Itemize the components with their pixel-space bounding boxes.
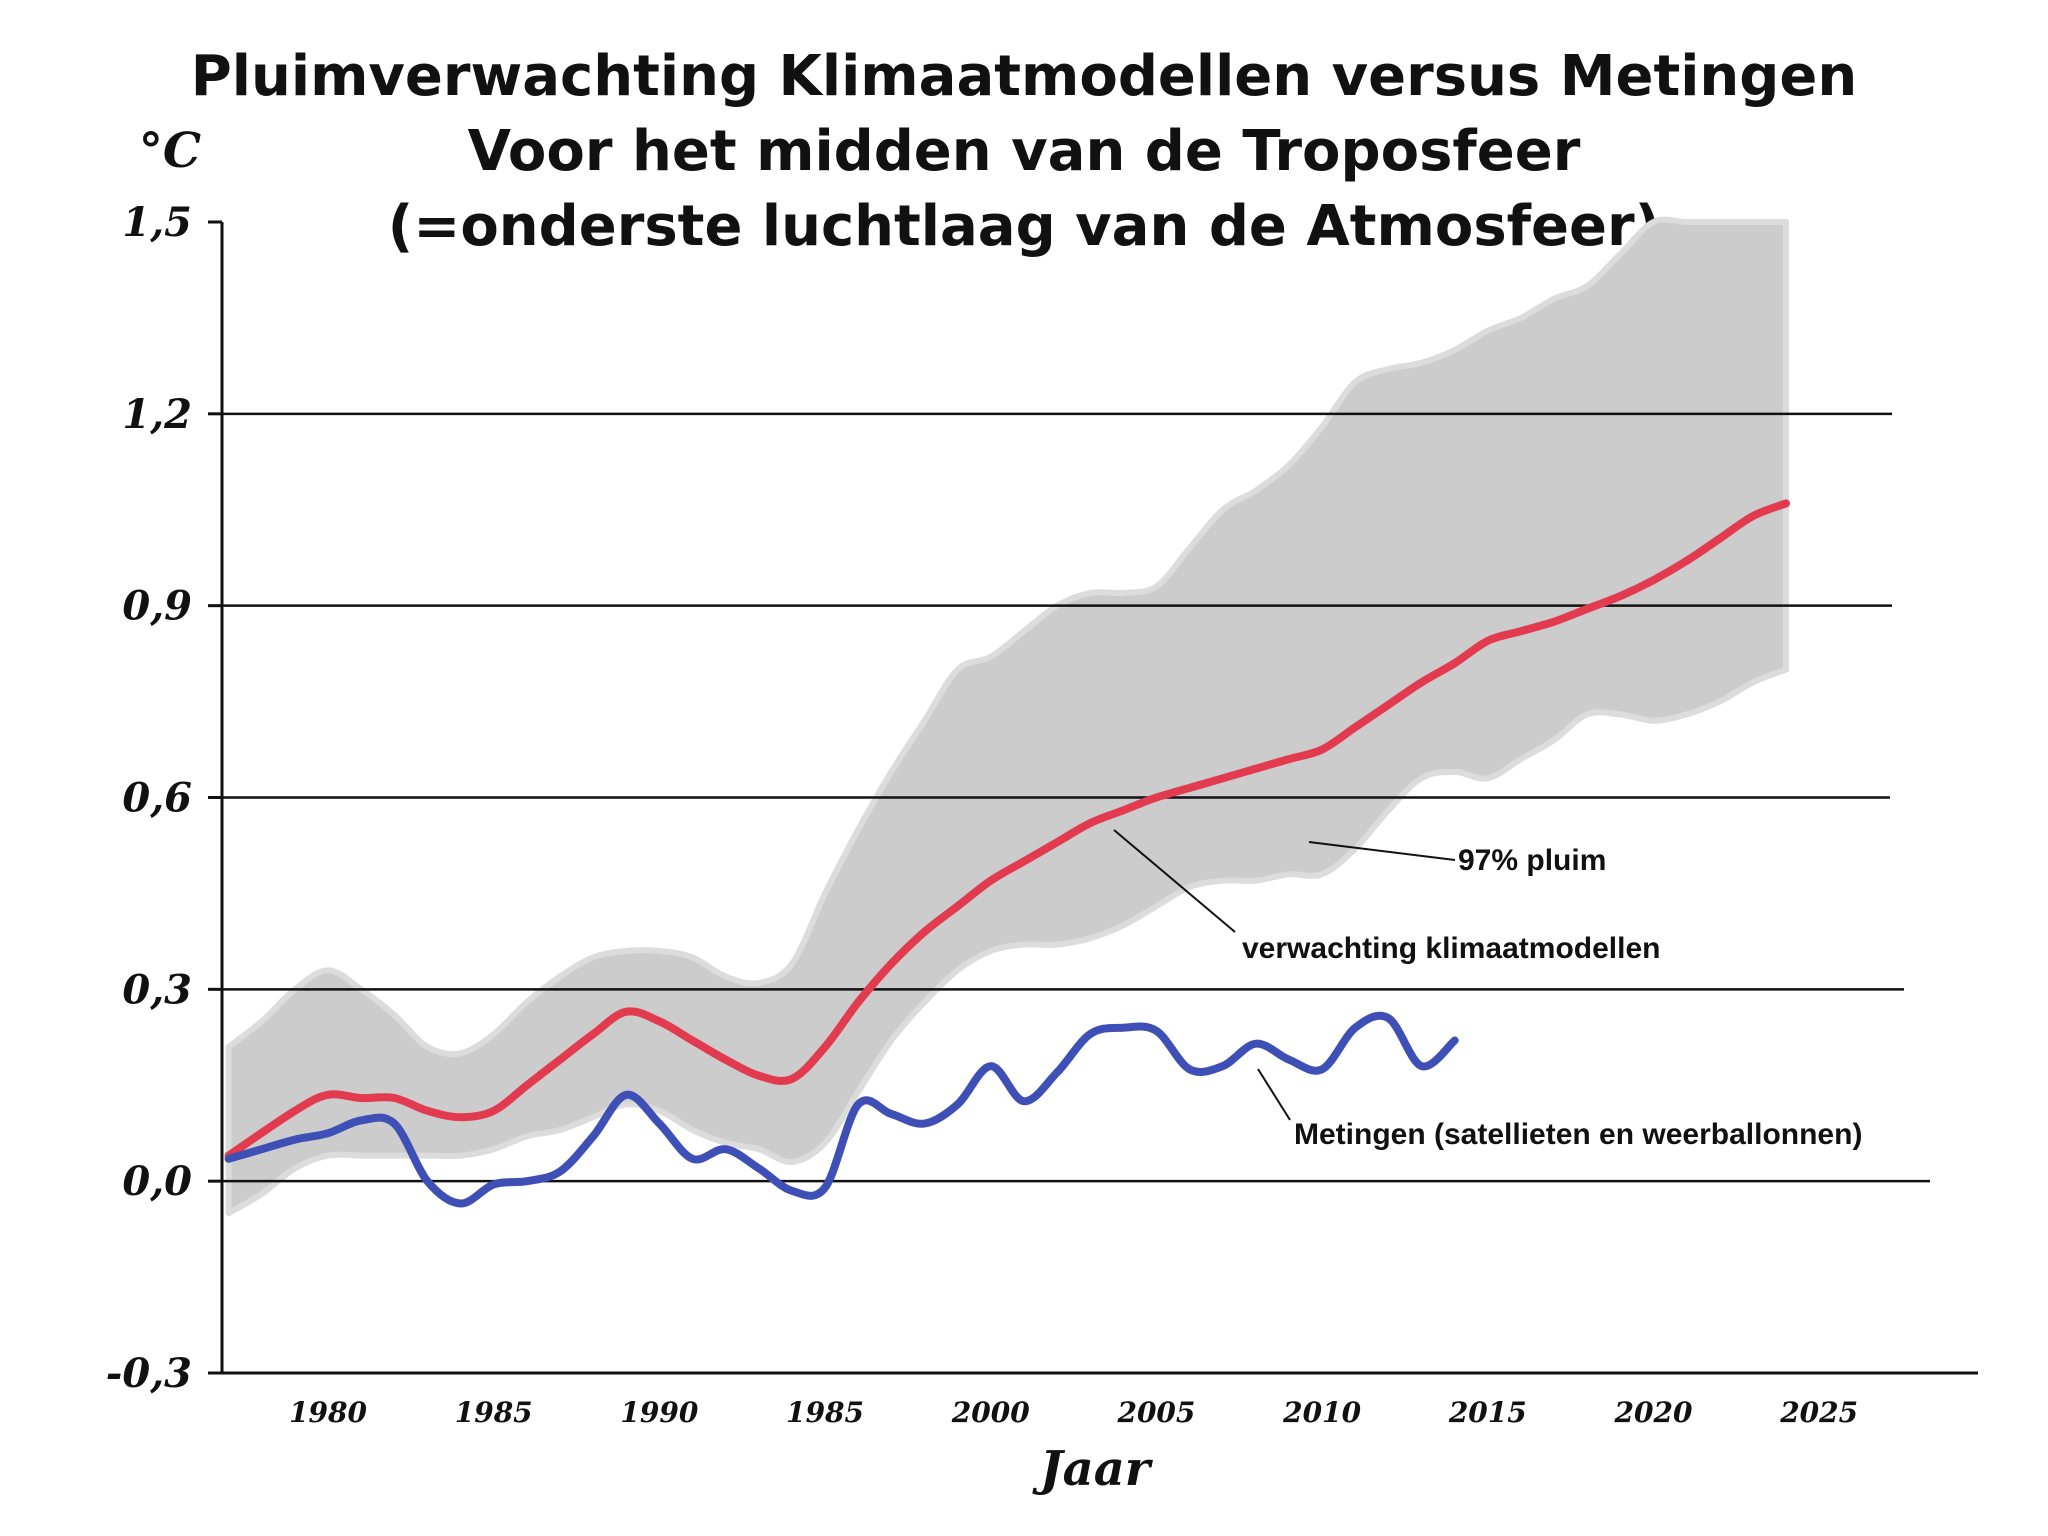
y-tick-label: 0,6 <box>122 775 192 822</box>
annotation-leader <box>1308 841 1456 861</box>
annotation-label: Metingen (satellieten en weerballonnen) <box>1294 1118 1862 1151</box>
x-tick-label: 2005 <box>1116 1396 1195 1429</box>
x-tick-label: 2000 <box>951 1396 1030 1429</box>
y-tick-label: 1,2 <box>122 391 192 438</box>
title-line-1: Pluimverwachting Klimaatmodellen versus … <box>191 44 1857 109</box>
chart-title: Pluimverwachting Klimaatmodellen versus … <box>191 44 1857 259</box>
y-tick-label: 0,3 <box>122 966 192 1013</box>
title-line-2: Voor het midden van de Troposfeer <box>468 119 1581 184</box>
title-line-3: (=onderste luchtlaag van de Atmosfeer) <box>388 194 1660 259</box>
series-layer <box>224 499 1790 1208</box>
annotation-label: 97% pluim <box>1458 844 1606 877</box>
measurement-line <box>224 1011 1459 1208</box>
axis-layer: -0,3 0,0 0,3 0,6 0,9 1,2 1,5 1980 1985 1990 1985 20… <box>106 199 1978 1429</box>
y-tick-label: 1,5 <box>122 199 192 246</box>
x-tick-label: 1985 <box>455 1396 533 1429</box>
y-tick-label: 0,0 <box>122 1158 192 1205</box>
annotation-layer: 97% pluim verwachting klimaatmodellen Meti… <box>1113 829 1862 1151</box>
x-tick-label: 2010 <box>1282 1396 1361 1429</box>
x-axis-label: Jaar <box>1032 1441 1154 1497</box>
x-tick-label: 1990 <box>620 1396 698 1429</box>
model-line <box>224 499 1790 1160</box>
x-tick-label: 1980 <box>289 1396 367 1429</box>
grid-layer <box>222 412 1930 1183</box>
x-tick-label: 2015 <box>1448 1396 1527 1429</box>
x-tick-label: 1985 <box>786 1396 864 1429</box>
band-layer <box>225 216 1789 1217</box>
x-tick-label: 2020 <box>1614 1396 1693 1429</box>
y-tick-label: -0,3 <box>106 1350 192 1397</box>
annotation-leader <box>1257 1068 1291 1121</box>
plume-band <box>225 216 1789 1217</box>
y-tick-label: 0,9 <box>122 583 192 630</box>
y-axis-unit-label: °C <box>139 123 201 179</box>
annotation-label: verwachting klimaatmodellen <box>1242 932 1660 965</box>
annotation-leader <box>1113 829 1236 933</box>
x-tick-label: 2025 <box>1779 1396 1858 1429</box>
